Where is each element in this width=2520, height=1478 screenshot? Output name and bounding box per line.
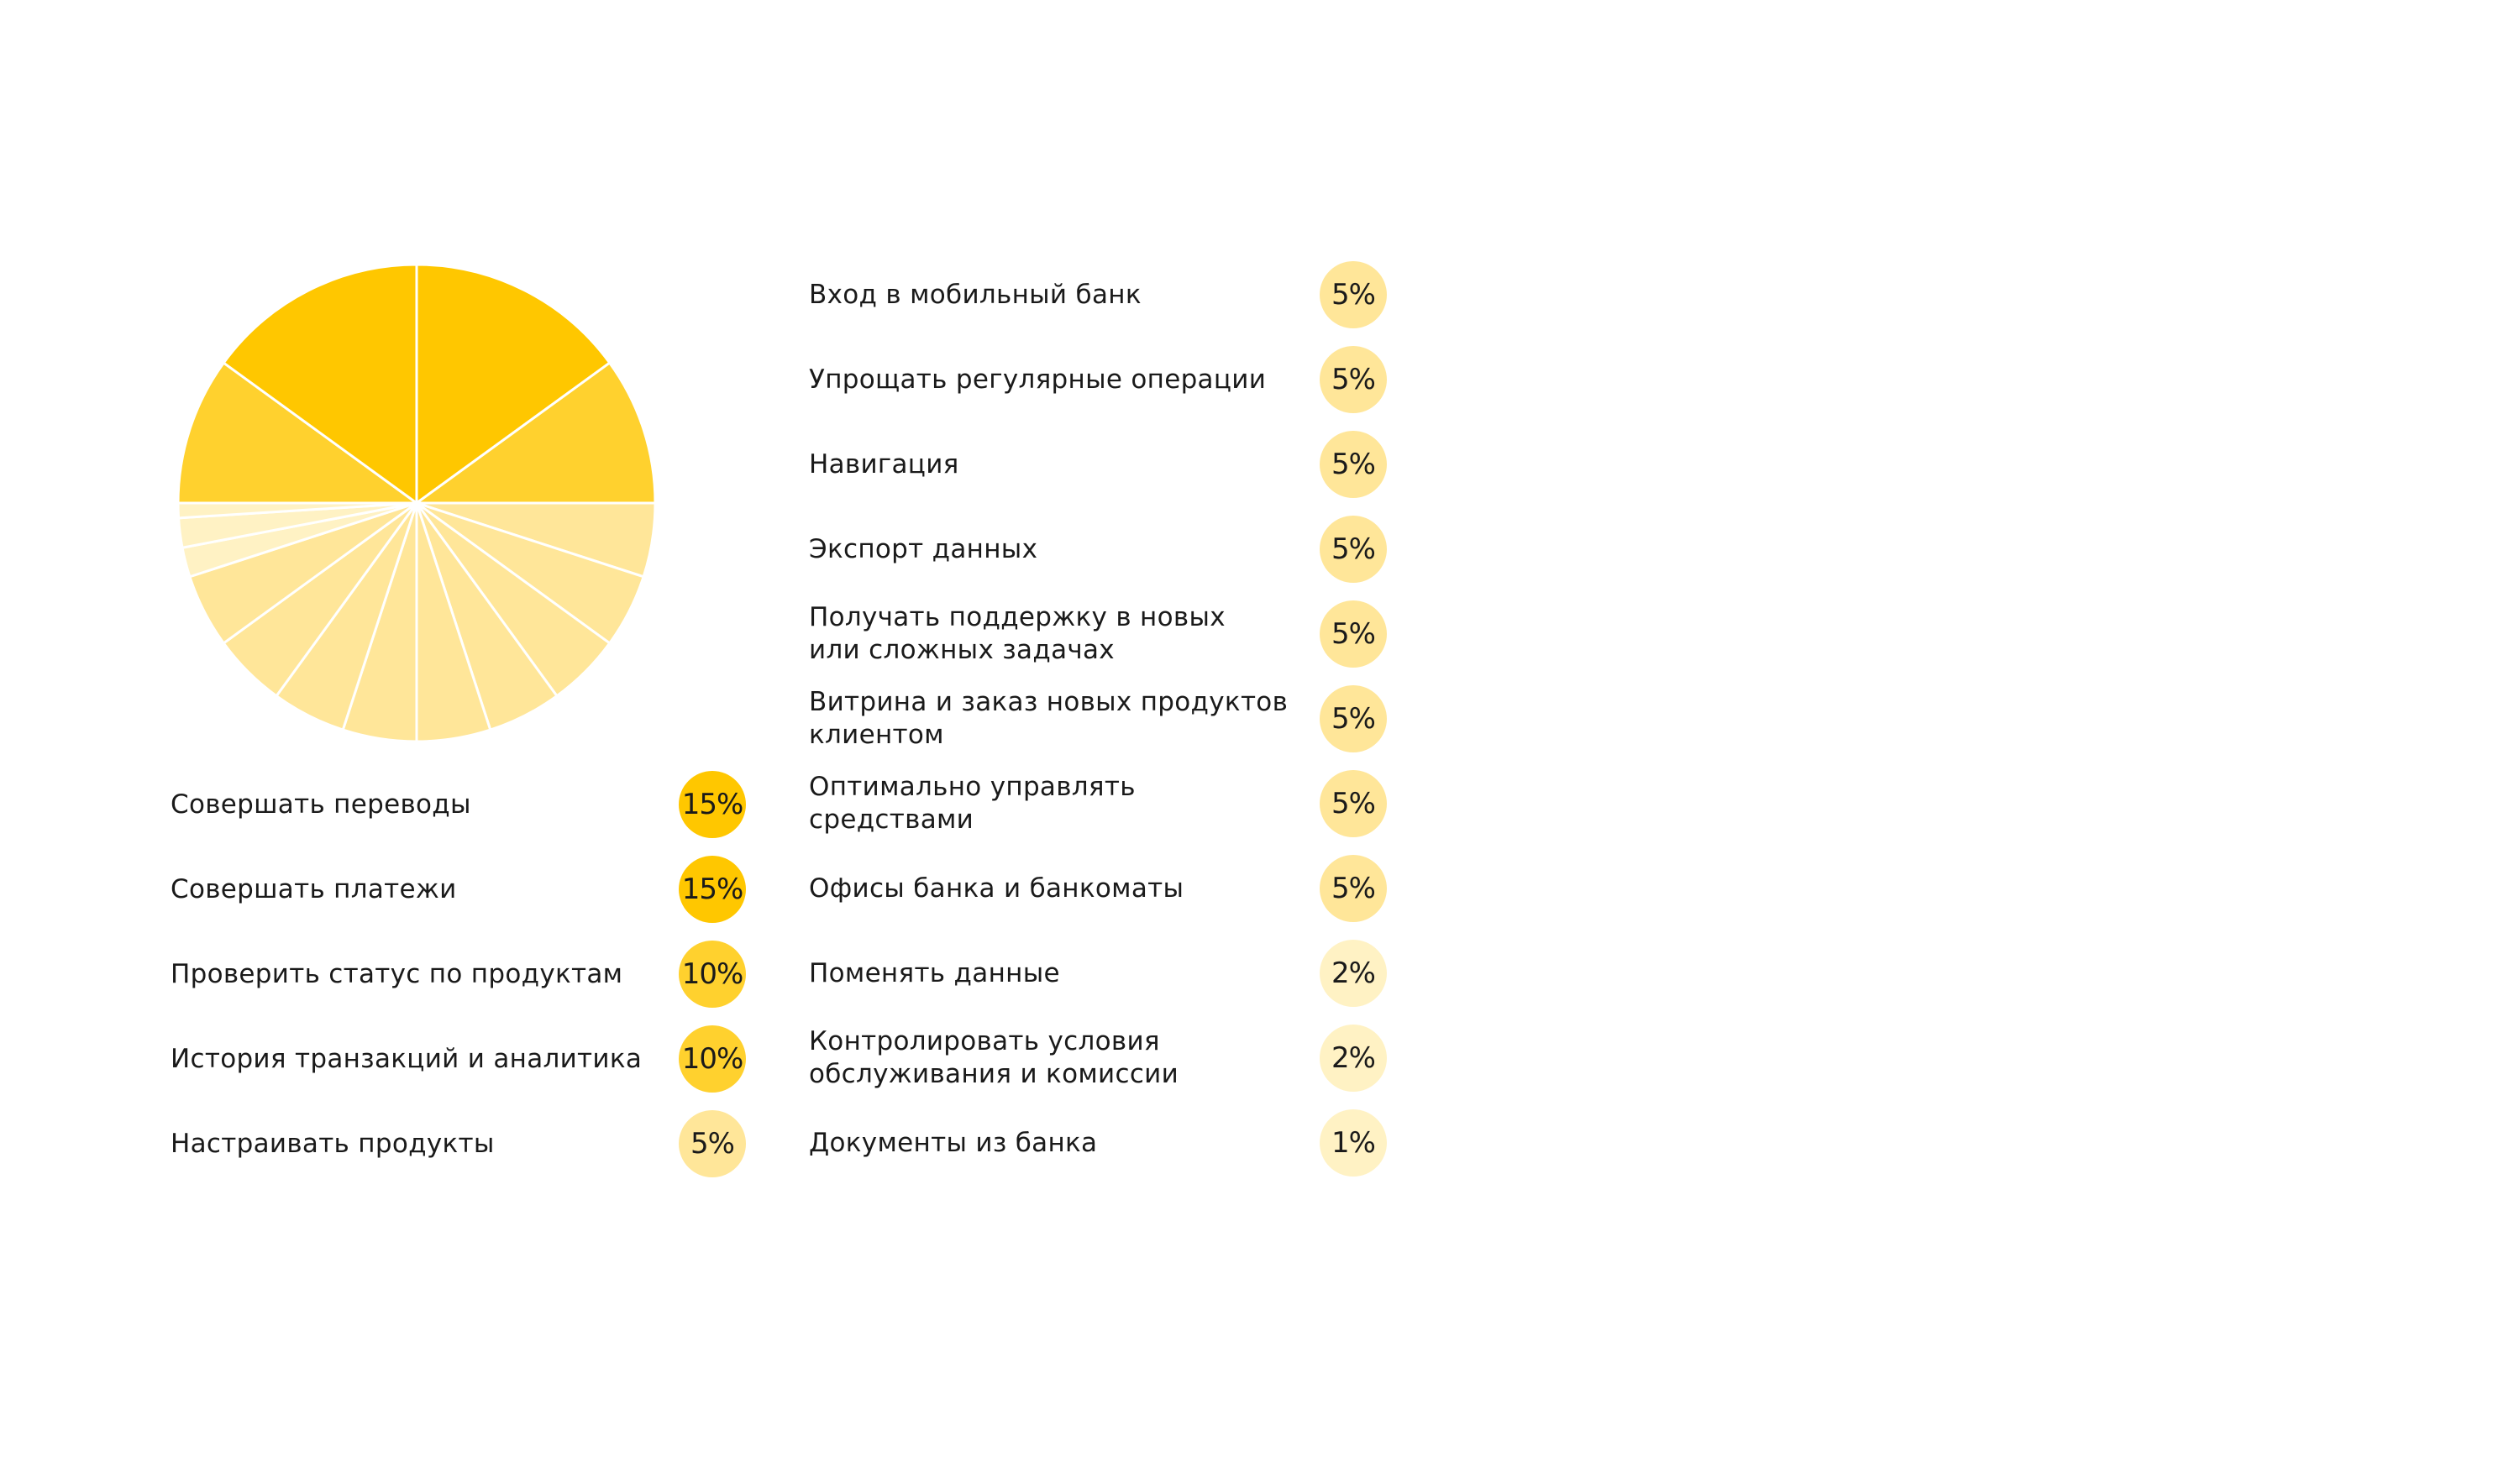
legend-percent-badge: 5% bbox=[1320, 685, 1387, 752]
legend-item: Контролировать условия обслуживания и ко… bbox=[809, 1025, 1387, 1092]
legend-item: Экспорт данных 5% bbox=[809, 516, 1387, 583]
legend-label: Экспорт данных bbox=[809, 533, 1038, 564]
legend-percent-badge: 5% bbox=[1320, 770, 1387, 837]
legend-label: Навигация bbox=[809, 448, 959, 480]
legend-label: Оптимально управлять средствами bbox=[809, 772, 1136, 835]
pie-slice bbox=[415, 264, 612, 505]
pie-slice bbox=[415, 361, 656, 505]
legend-percent-badge: 5% bbox=[1320, 261, 1387, 328]
legend-percent-badge: 5% bbox=[1320, 346, 1387, 413]
legend-percent-badge: 15% bbox=[679, 856, 746, 923]
legend-item: Оптимально управлять средствами 5% bbox=[809, 770, 1387, 837]
legend-percent-badge: 1% bbox=[1320, 1109, 1387, 1177]
legend-percent-badge: 2% bbox=[1320, 1025, 1387, 1092]
legend-item: История транзакций и аналитика 10% bbox=[171, 1025, 746, 1093]
pie-slice bbox=[177, 361, 418, 505]
legend-item: Настраивать продукты 5% bbox=[171, 1110, 746, 1177]
legend-item: Упрощать регулярные операции 5% bbox=[809, 346, 1387, 413]
legend-label: Документы из банка bbox=[809, 1127, 1098, 1158]
legend-item: Получать поддержку в новых или сложных з… bbox=[809, 600, 1387, 668]
legend-percent-badge: 10% bbox=[679, 941, 746, 1008]
legend-percent-badge: 5% bbox=[1320, 855, 1387, 922]
legend-label: Совершать платежи bbox=[171, 873, 457, 904]
legend-label: История транзакций и аналитика bbox=[171, 1043, 643, 1074]
legend-percent-badge: 5% bbox=[1320, 516, 1387, 583]
legend-item: Документы из банка 1% bbox=[809, 1109, 1387, 1177]
legend-label: Поменять данные bbox=[809, 957, 1060, 988]
legend-label: Упрощать регулярные операции bbox=[809, 364, 1267, 395]
legend-item: Совершать платежи 15% bbox=[171, 856, 746, 923]
legend-item: Поменять данные 2% bbox=[809, 940, 1387, 1007]
legend-label: Офисы банка и банкоматы bbox=[809, 873, 1184, 904]
legend-item: Проверить статус по продуктам 10% bbox=[171, 941, 746, 1008]
legend-item: Совершать переводы 15% bbox=[171, 771, 746, 838]
legend-item: Навигация 5% bbox=[809, 431, 1387, 498]
legend-label: Получать поддержку в новых или сложных з… bbox=[809, 602, 1226, 665]
legend-percent-badge: 5% bbox=[1320, 600, 1387, 668]
legend-percent-badge: 5% bbox=[1320, 431, 1387, 498]
legend-percent-badge: 10% bbox=[679, 1025, 746, 1093]
pie-chart bbox=[177, 264, 656, 742]
pie-slice bbox=[222, 264, 418, 505]
legend-label: Совершать переводы bbox=[171, 789, 471, 820]
legend-item: Вход в мобильный банк 5% bbox=[809, 261, 1387, 328]
legend-item: Витрина и заказ новых продуктов клиентом… bbox=[809, 685, 1387, 752]
legend-label: Настраивать продукты bbox=[171, 1128, 495, 1159]
legend-percent-badge: 2% bbox=[1320, 940, 1387, 1007]
legend-label: Проверить статус по продуктам bbox=[171, 958, 623, 989]
legend-label: Вход в мобильный банк bbox=[809, 279, 1142, 310]
legend-item: Офисы банка и банкоматы 5% bbox=[809, 855, 1387, 922]
legend-percent-badge: 5% bbox=[679, 1110, 746, 1177]
legend-label: Контролировать условия обслуживания и ко… bbox=[809, 1026, 1179, 1089]
legend-label: Витрина и заказ новых продуктов клиентом bbox=[809, 687, 1289, 750]
legend-percent-badge: 15% bbox=[679, 771, 746, 838]
